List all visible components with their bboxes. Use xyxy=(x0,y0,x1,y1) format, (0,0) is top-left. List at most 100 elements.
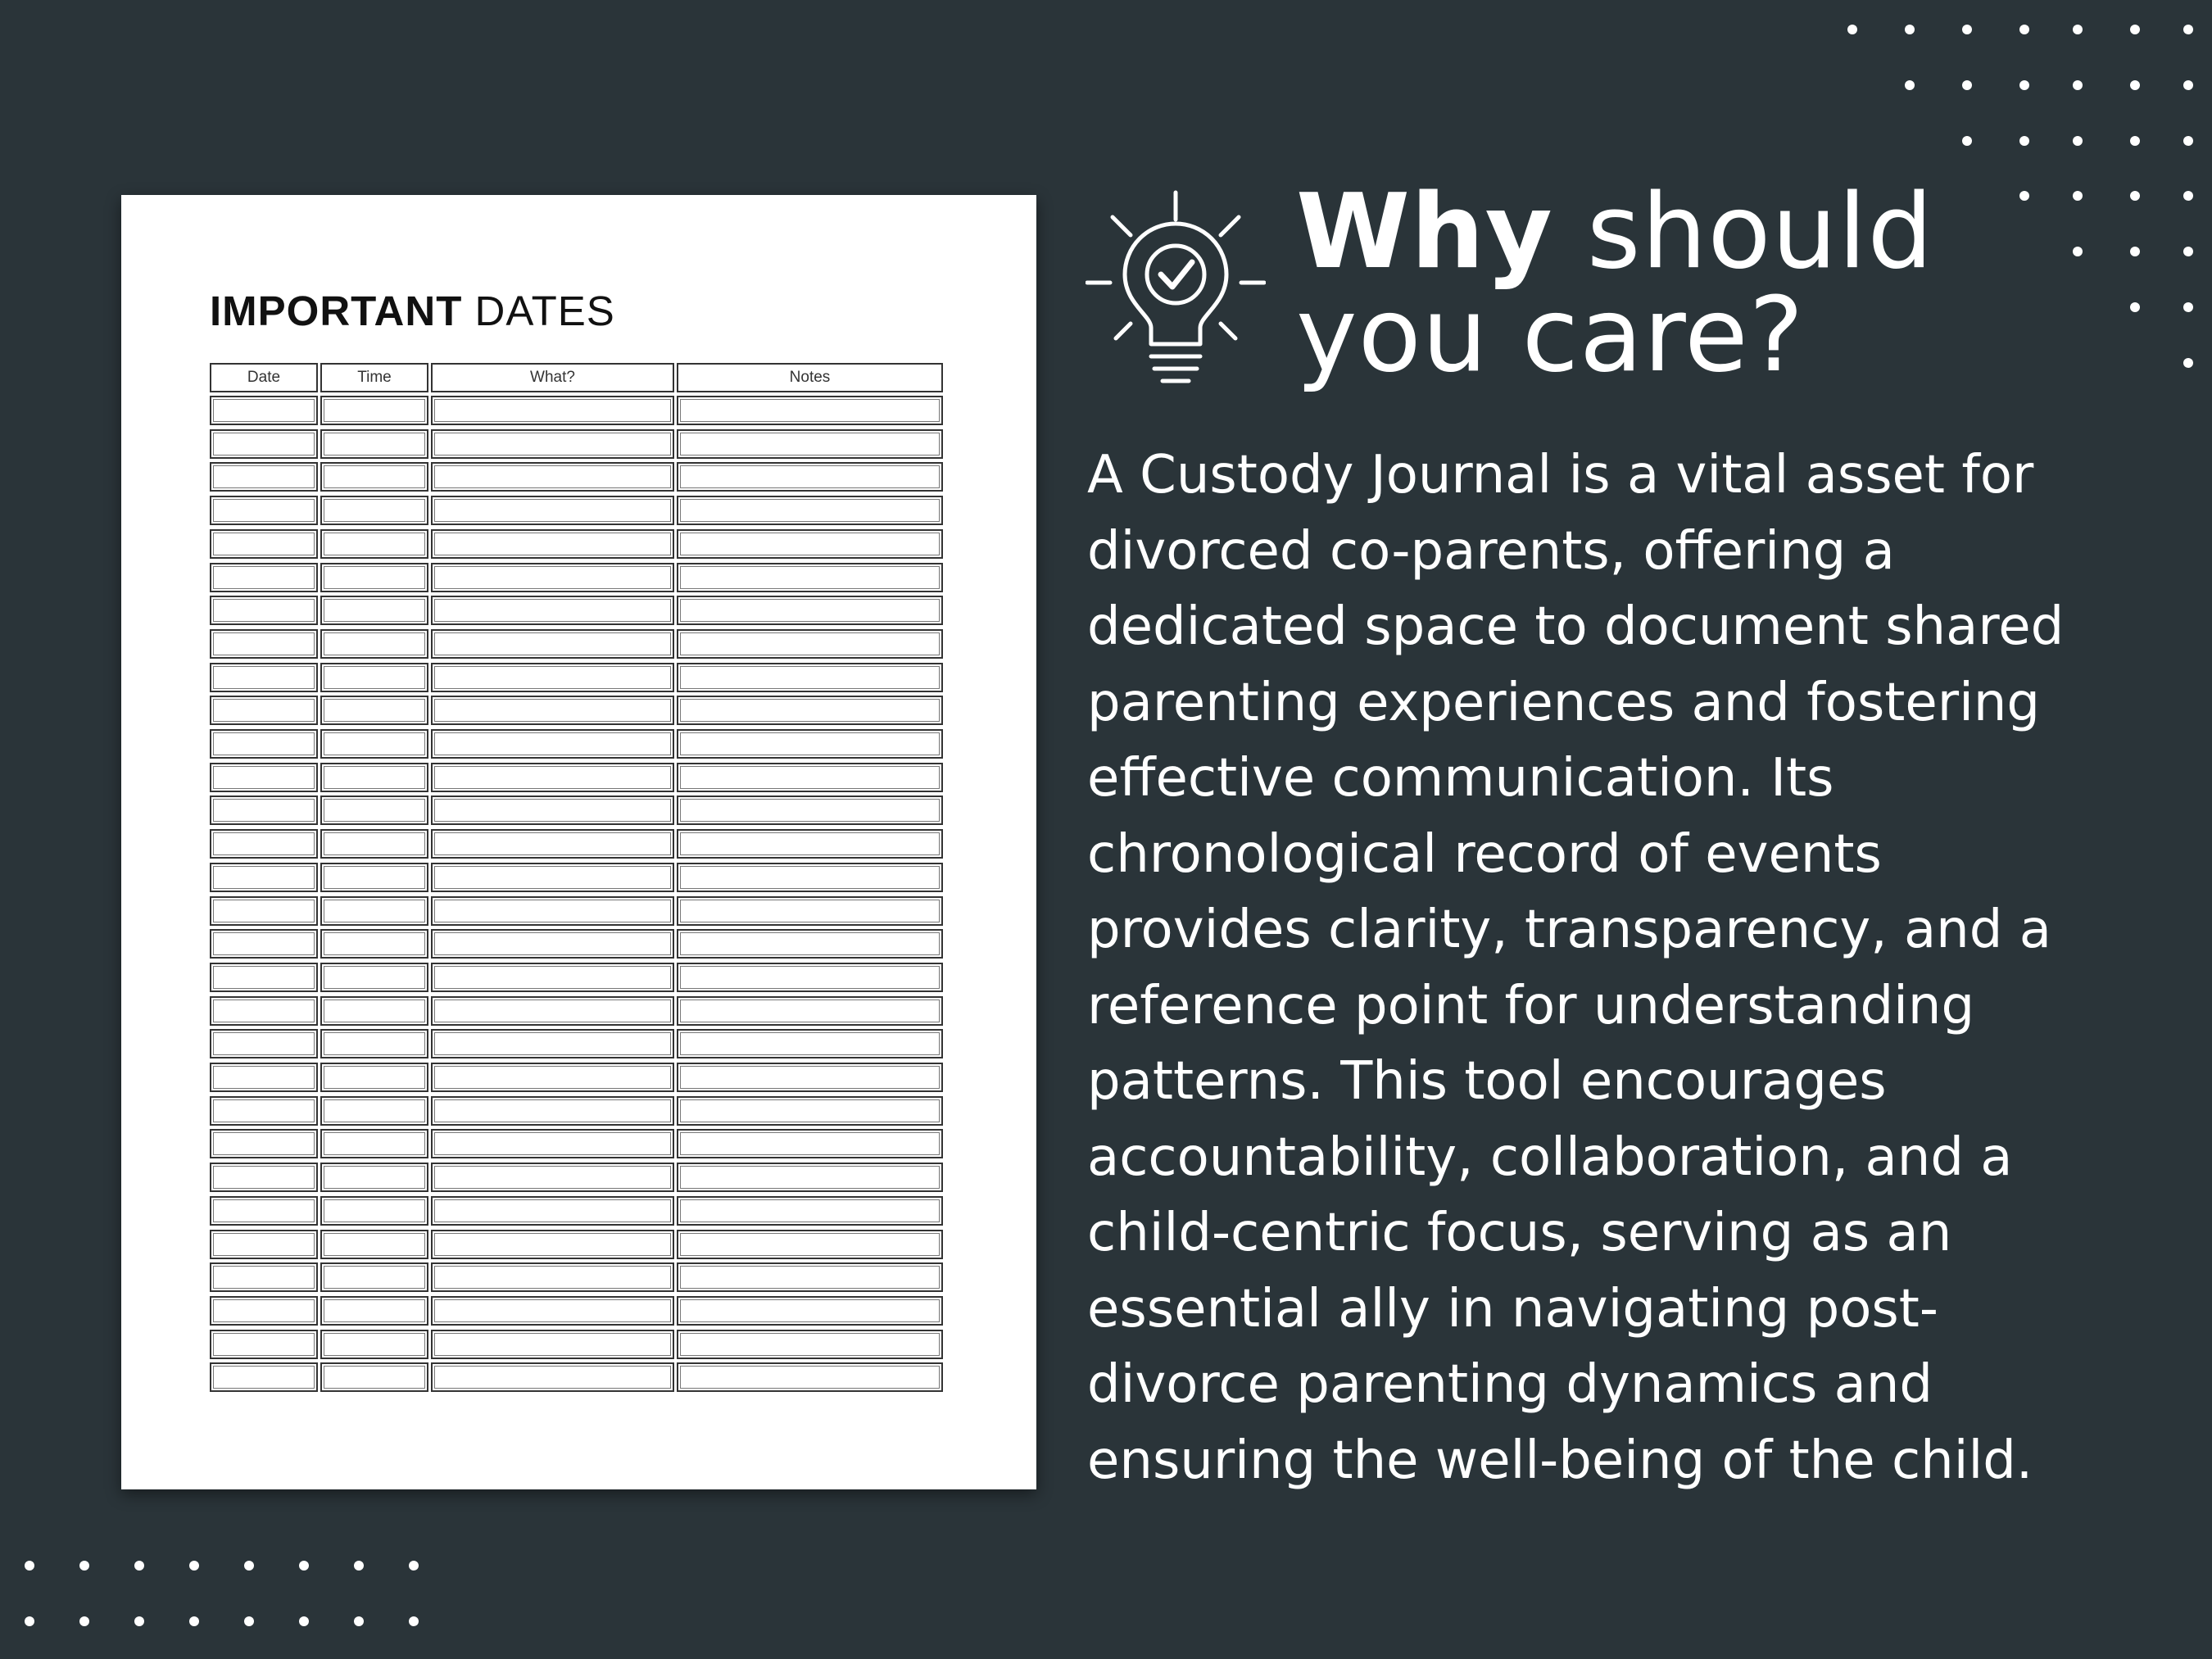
table-cell xyxy=(677,929,943,959)
table-cell xyxy=(677,1195,943,1226)
paragraph-line: essential ally in navigating post- xyxy=(1087,1278,1938,1339)
column-header-what: What? xyxy=(431,363,674,392)
table-cell xyxy=(320,1129,428,1159)
table-cell xyxy=(431,562,674,592)
table-cell xyxy=(210,596,318,626)
table-cell xyxy=(320,1229,428,1259)
table-cell xyxy=(320,628,428,659)
table-cell xyxy=(677,462,943,492)
paragraph-line: child-centric focus, serving as an xyxy=(1087,1203,1952,1263)
paragraph-line: chronological record of events xyxy=(1087,823,1882,885)
table-cell xyxy=(677,1229,943,1259)
table-cell xyxy=(210,895,318,926)
table-cell xyxy=(210,929,318,959)
table-cell xyxy=(320,1362,428,1393)
table-cell xyxy=(677,596,943,626)
decorative-dot xyxy=(2130,136,2140,146)
planner-page-preview: IMPORTANT DATES Date Time What? Notes xyxy=(121,195,1036,1489)
table-cell xyxy=(210,1362,318,1393)
decorative-dot xyxy=(2183,80,2193,90)
table-cell xyxy=(677,696,943,726)
decorative-dot xyxy=(1847,25,1857,34)
table-cell xyxy=(210,1229,318,1259)
decorative-dot xyxy=(2019,136,2029,146)
table-cell xyxy=(210,1063,318,1092)
column-header-notes: Notes xyxy=(677,363,943,392)
table-cell xyxy=(431,796,674,826)
table-cell xyxy=(677,729,943,759)
planner-page-title: IMPORTANT DATES xyxy=(210,287,615,335)
table-cell xyxy=(677,528,943,559)
table-cell xyxy=(210,1095,318,1126)
decorative-dot xyxy=(25,1561,34,1571)
table-cell xyxy=(677,1329,943,1359)
table-cell xyxy=(320,929,428,959)
table-cell xyxy=(320,862,428,892)
decorative-dot xyxy=(244,1616,254,1626)
table-cell xyxy=(320,895,428,926)
table-cell xyxy=(431,528,674,559)
decorative-dot xyxy=(1962,136,1972,146)
decorative-dot xyxy=(2019,25,2029,34)
table-cell xyxy=(320,662,428,692)
decorative-dot xyxy=(299,1561,309,1571)
table-cell xyxy=(320,1163,428,1193)
table-cell xyxy=(210,762,318,792)
table-cell xyxy=(431,895,674,926)
table-cell xyxy=(677,628,943,659)
decorative-dot xyxy=(354,1616,364,1626)
paragraph-line: divorced co-parents, offering a xyxy=(1087,520,1895,582)
table-cell xyxy=(320,995,428,1026)
decorative-dot xyxy=(409,1616,419,1626)
decorative-dot xyxy=(2073,191,2083,201)
decorative-dot xyxy=(2183,136,2193,146)
table-cell xyxy=(431,1362,674,1393)
table-cell xyxy=(431,1063,674,1092)
table-cell xyxy=(320,596,428,626)
table-cell xyxy=(677,796,943,826)
table-cell xyxy=(431,596,674,626)
table-cell xyxy=(210,496,318,526)
decorative-dot xyxy=(2183,302,2193,312)
planner-title-rest: DATES xyxy=(474,288,615,334)
table-cell xyxy=(320,428,428,459)
table-cell xyxy=(320,1195,428,1226)
table-cell xyxy=(677,1362,943,1393)
table-cell xyxy=(431,1163,674,1193)
table-cell xyxy=(677,396,943,425)
table-cell xyxy=(431,1195,674,1226)
table-cell xyxy=(431,462,674,492)
table-cell xyxy=(210,962,318,992)
decorative-dot xyxy=(2130,247,2140,256)
table-cell xyxy=(320,562,428,592)
paragraph-line: dedicated space to document shared xyxy=(1087,596,2065,657)
table-cell xyxy=(210,1163,318,1193)
decorative-dot xyxy=(2019,80,2029,90)
table-cell xyxy=(210,396,318,425)
table-cell xyxy=(677,1129,943,1159)
table-cell xyxy=(210,1195,318,1226)
table-cell xyxy=(677,562,943,592)
table-cell xyxy=(431,1095,674,1126)
table-cell xyxy=(210,995,318,1026)
table-cell xyxy=(431,762,674,792)
lightbulb-checkmark-icon xyxy=(1086,190,1266,383)
table-cell xyxy=(210,1129,318,1159)
table-cell xyxy=(320,1329,428,1359)
table-cell xyxy=(210,428,318,459)
decorative-dot xyxy=(244,1561,254,1571)
table-cell xyxy=(210,829,318,859)
decorative-dot xyxy=(134,1561,144,1571)
table-cell xyxy=(320,1029,428,1059)
table-cell xyxy=(210,562,318,592)
table-cell xyxy=(320,496,428,526)
table-cell xyxy=(210,462,318,492)
planner-title-bold: IMPORTANT xyxy=(210,288,463,334)
table-cell xyxy=(677,762,943,792)
decorative-dot xyxy=(2183,25,2193,34)
paragraph-line: patterns. This tool encourages xyxy=(1087,1051,1887,1112)
table-cell xyxy=(210,1029,318,1059)
decorative-dot xyxy=(2073,25,2083,34)
table-cell xyxy=(320,696,428,726)
decorative-dot xyxy=(2130,302,2140,312)
